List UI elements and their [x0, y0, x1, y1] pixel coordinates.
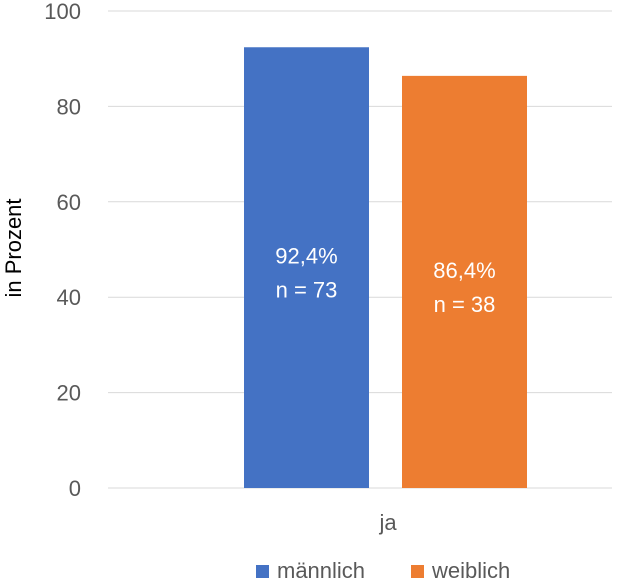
y-tick-label-80: 80	[57, 94, 81, 119]
legend-label-weiblich: weiblich	[431, 558, 510, 583]
legend-label-maennlich: männlich	[277, 558, 365, 583]
data-label-percent-weiblich: 86,4%	[433, 258, 495, 283]
legend-swatch-weiblich	[411, 565, 424, 578]
data-label-percent-maennlich: 92,4%	[275, 244, 337, 269]
bar-weiblich	[402, 75, 527, 488]
y-axis-label: in Prozent	[1, 198, 26, 297]
data-label-n-maennlich: n = 73	[276, 278, 338, 303]
y-tick-label-40: 40	[57, 285, 81, 310]
y-tick-label-100: 100	[44, 0, 81, 24]
data-labels: 92,4% n = 73 86,4% n = 38	[275, 244, 495, 317]
y-tick-label-60: 60	[57, 190, 81, 215]
legend: männlich weiblich	[256, 558, 510, 583]
legend-swatch-maennlich	[256, 565, 269, 578]
data-label-n-weiblich: n = 38	[434, 292, 496, 317]
bars	[244, 47, 527, 488]
bar-maennlich	[244, 47, 369, 488]
y-axis-ticks: 0 20 40 60 80 100	[44, 0, 81, 501]
y-tick-label-20: 20	[57, 381, 81, 406]
y-tick-label-0: 0	[69, 476, 81, 501]
category-label-ja: ja	[378, 510, 397, 535]
